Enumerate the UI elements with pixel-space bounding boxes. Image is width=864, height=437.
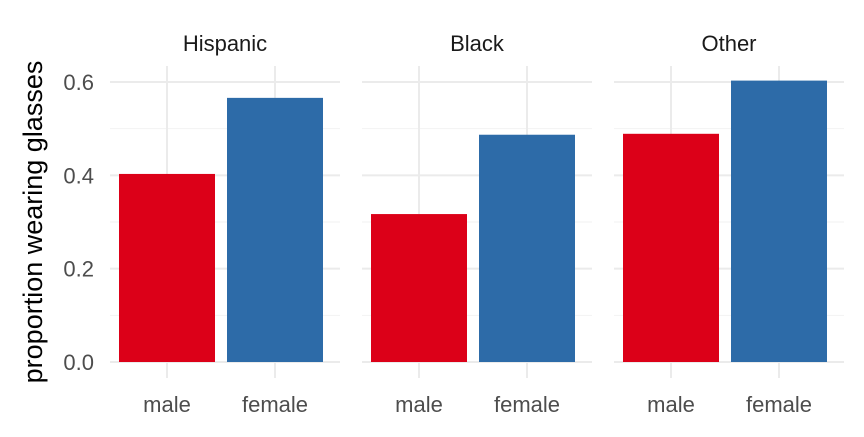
x-tick-label: female xyxy=(242,392,308,417)
facet-panel-hispanic: male female Hispanic xyxy=(110,31,340,417)
bar-female xyxy=(479,134,575,362)
bar-female xyxy=(731,80,827,362)
facet-panel-other: male female Other xyxy=(614,31,844,417)
x-tick-label: male xyxy=(395,392,443,417)
panels-layer: 0.0 0.2 0.4 0.6 male female Hispanic male female… xyxy=(63,31,844,417)
x-tick-label: female xyxy=(494,392,560,417)
bar-male xyxy=(119,173,215,362)
facet-panel-black: male female Black xyxy=(362,31,592,417)
y-tick-label: 0.0 xyxy=(63,350,94,375)
y-tick-label: 0.6 xyxy=(63,70,94,95)
y-tick-label: 0.4 xyxy=(63,163,94,188)
facet-title: Hispanic xyxy=(183,31,267,56)
x-tick-label: male xyxy=(143,392,191,417)
bar-female xyxy=(227,97,323,362)
facet-title: Other xyxy=(701,31,756,56)
bar-male xyxy=(623,133,719,362)
y-axis-title: proportion wearing glasses xyxy=(18,61,48,384)
x-tick-label: female xyxy=(746,392,812,417)
bar-male xyxy=(371,214,467,362)
y-tick-label: 0.2 xyxy=(63,257,94,282)
facet-title: Black xyxy=(450,31,505,56)
x-tick-label: male xyxy=(647,392,695,417)
